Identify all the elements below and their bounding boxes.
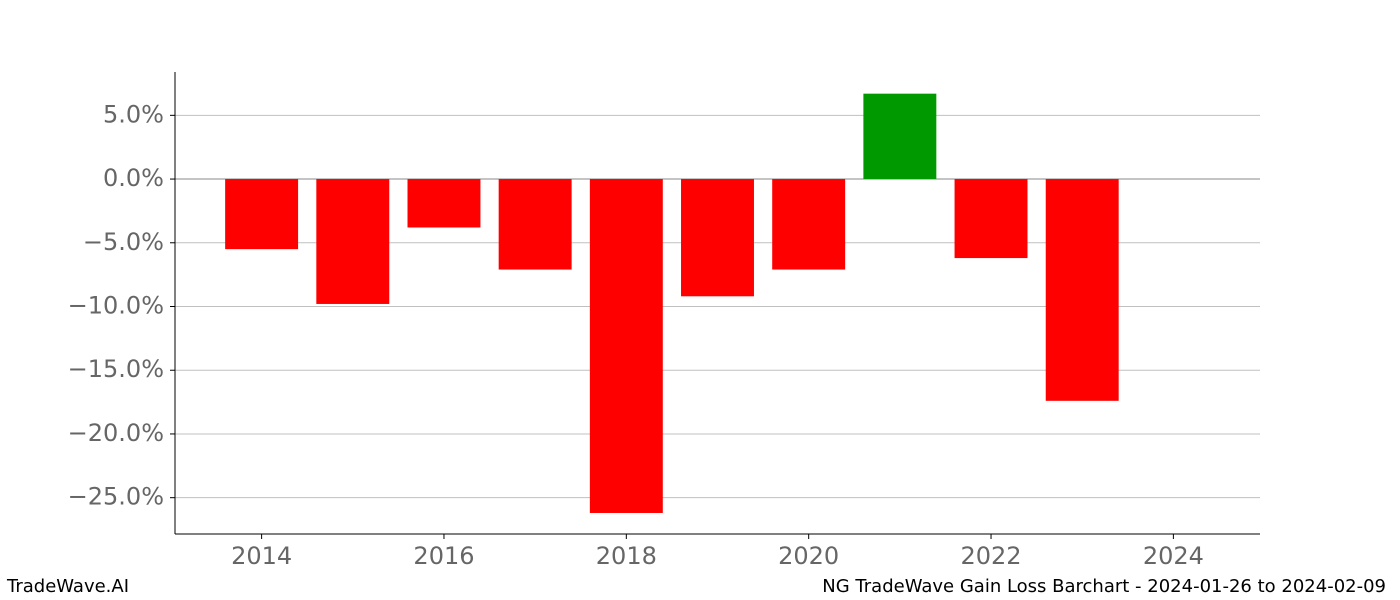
y-tick-label: −5.0%: [83, 228, 164, 256]
footer-left: TradeWave.AI: [6, 576, 129, 597]
bar: [681, 179, 754, 297]
bar: [954, 179, 1028, 259]
bar: [772, 179, 846, 270]
bar: [863, 93, 937, 180]
y-tick-label: −15.0%: [68, 355, 164, 383]
y-tick-label: 0.0%: [103, 164, 164, 192]
x-tick-label: 2022: [960, 542, 1021, 570]
bar: [1045, 179, 1119, 401]
x-tick-label: 2018: [596, 542, 657, 570]
footer-right: NG TradeWave Gain Loss Barchart - 2024-0…: [822, 576, 1386, 597]
x-tick-label: 2016: [413, 542, 474, 570]
x-tick-label: 2014: [231, 542, 292, 570]
x-tick-label: 2020: [778, 542, 839, 570]
bar: [407, 179, 481, 228]
y-tick-label: −25.0%: [68, 483, 164, 511]
y-tick-label: −10.0%: [68, 292, 164, 320]
bar: [589, 179, 663, 513]
bar: [498, 179, 572, 270]
bar: [225, 179, 299, 250]
y-tick-label: 5.0%: [103, 100, 164, 128]
y-tick-label: −20.0%: [68, 419, 164, 447]
x-tick-label: 2024: [1143, 542, 1204, 570]
bar: [316, 179, 390, 304]
